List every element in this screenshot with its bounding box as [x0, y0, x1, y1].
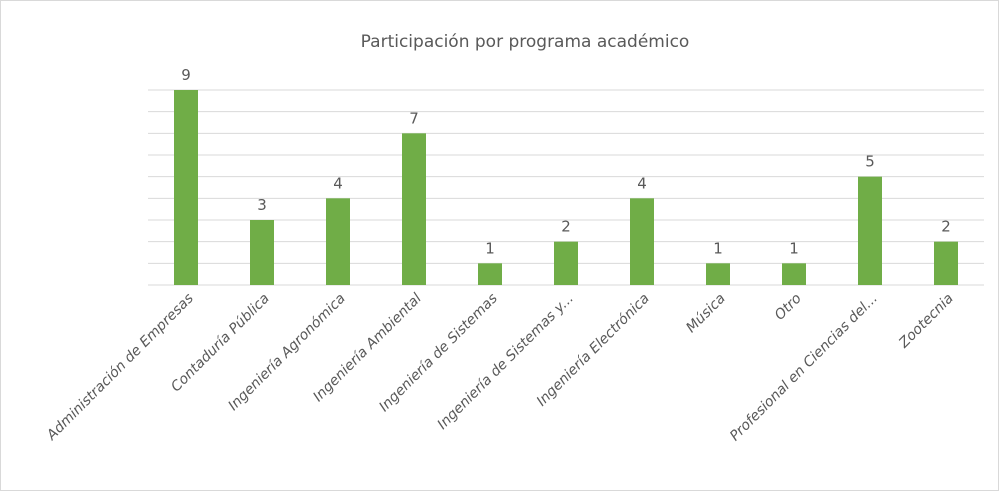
data-label: 4 [637, 174, 647, 192]
bar [782, 263, 806, 285]
data-label: 1 [789, 239, 799, 257]
bar [706, 263, 730, 285]
data-label: 7 [409, 109, 419, 127]
data-label: 9 [181, 66, 191, 84]
bar [250, 220, 274, 285]
data-label: 1 [713, 239, 723, 257]
chart-title: Participación por programa académico [361, 32, 690, 52]
bar [630, 198, 654, 285]
data-label: 2 [941, 218, 951, 236]
data-label: 1 [485, 239, 495, 257]
bar [402, 133, 426, 285]
bar [174, 90, 198, 285]
data-label: 5 [865, 153, 875, 171]
bar [554, 241, 578, 285]
bar [326, 198, 350, 285]
bar [934, 241, 958, 285]
data-label: 3 [257, 196, 267, 214]
bar [478, 263, 502, 285]
data-label: 4 [333, 174, 343, 192]
data-label: 2 [561, 218, 571, 236]
bar [858, 176, 882, 285]
